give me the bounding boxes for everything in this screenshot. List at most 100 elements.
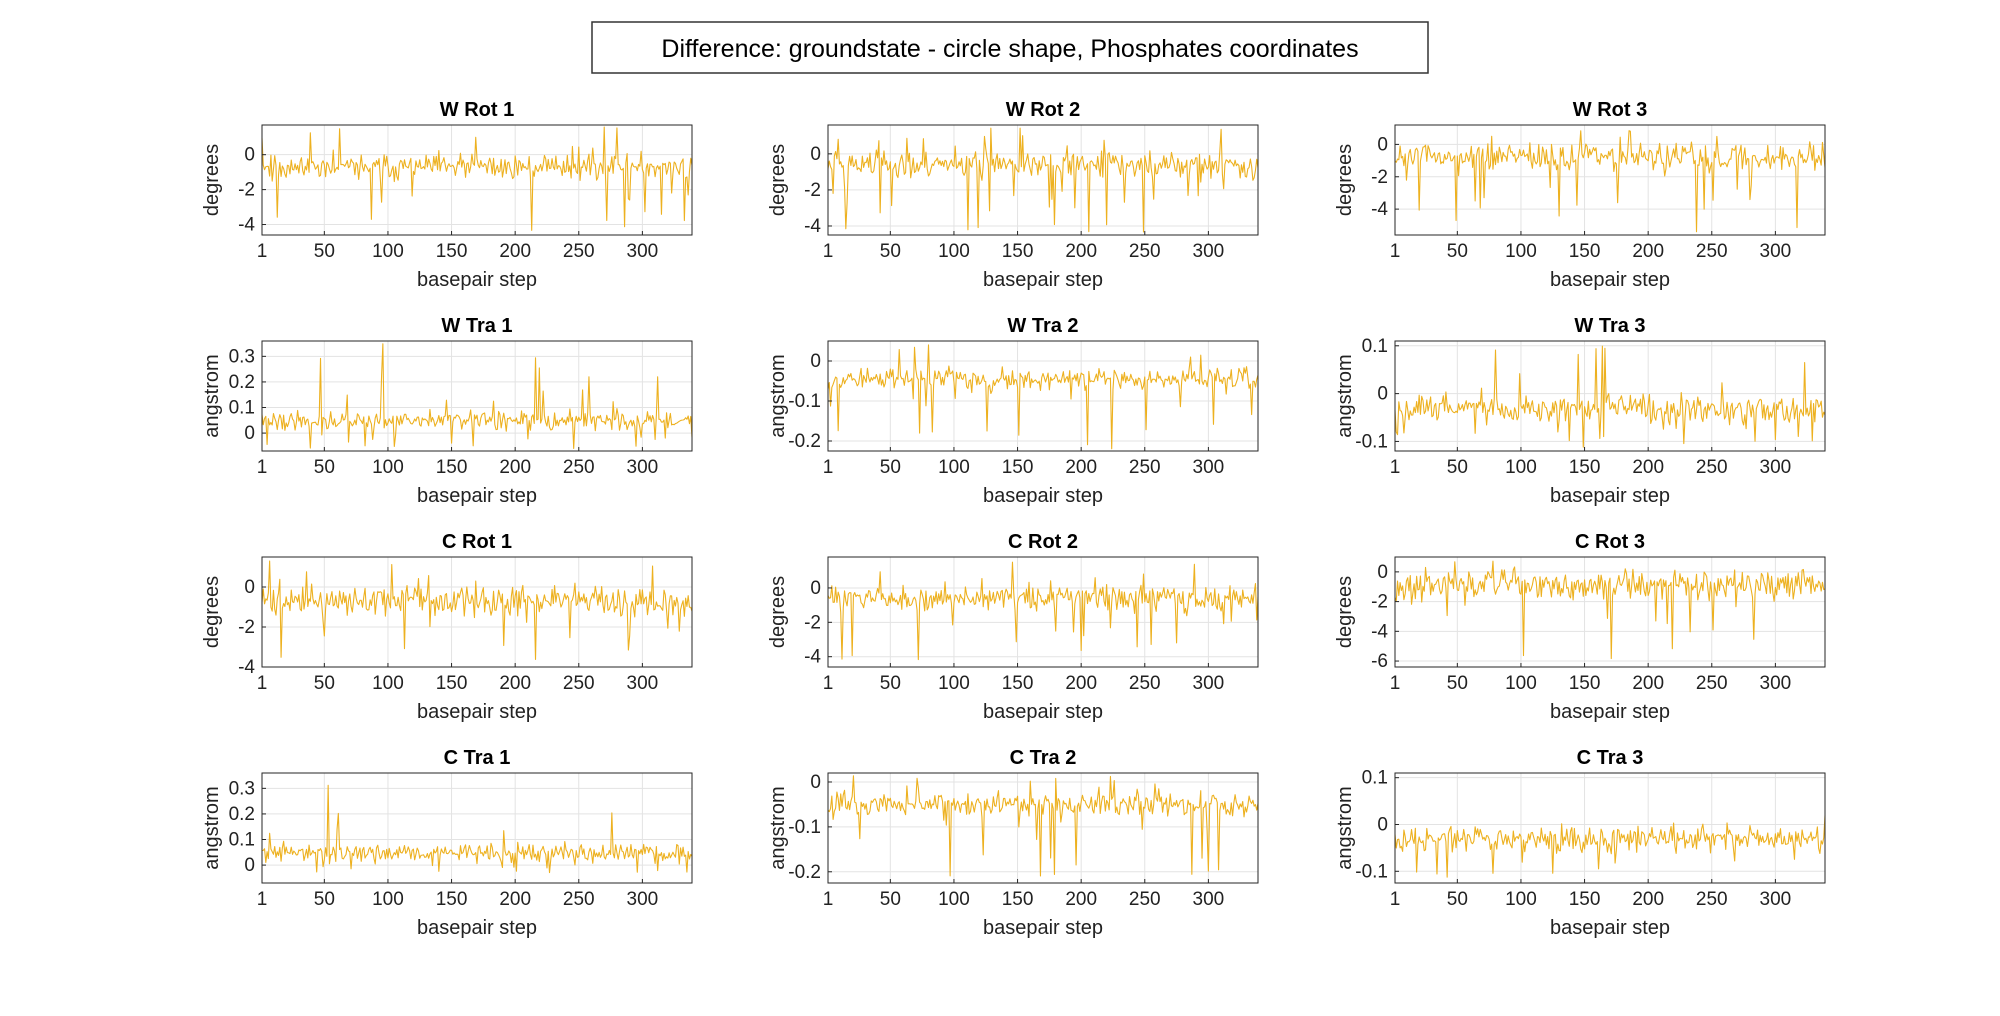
x-tick-label: 1: [1390, 241, 1401, 262]
series-line: [827, 775, 1259, 877]
x-tick-label: 150: [1002, 241, 1034, 262]
y-tick-label: 0: [1377, 562, 1388, 583]
x-tick-label: 1: [1390, 457, 1401, 478]
x-axis-label: basepair step: [1550, 701, 1670, 723]
y-tick-label: -4: [238, 657, 255, 678]
x-tick-label: 200: [1065, 241, 1097, 262]
subplot-title: C Tra 3: [1577, 747, 1644, 769]
series-line: [261, 343, 693, 449]
y-tick-label: 0: [810, 578, 821, 599]
y-axis-label: degrees: [201, 576, 223, 648]
x-tick-label: 100: [1505, 457, 1537, 478]
x-tick-label: 200: [499, 673, 531, 694]
plot-area: [1395, 341, 1825, 451]
x-axis-label: basepair step: [1550, 485, 1670, 507]
series-line: [827, 344, 1259, 450]
x-tick-label: 200: [1065, 673, 1097, 694]
y-tick-label: 0: [810, 772, 821, 793]
plot-area: [828, 125, 1258, 235]
y-tick-label: 0: [810, 144, 821, 165]
x-tick-label: 1: [823, 889, 834, 910]
y-axis-label: angstrom: [767, 786, 789, 869]
subplot-title: W Tra 2: [1007, 315, 1078, 337]
x-tick-label: 300: [1193, 673, 1225, 694]
x-tick-label: 200: [499, 889, 531, 910]
axes-frame: [1394, 556, 1826, 668]
y-tick-label: 0.1: [1362, 768, 1388, 789]
plot-area: [1395, 773, 1825, 883]
x-axis-label: basepair step: [417, 701, 537, 723]
y-axis-label: angstrom: [767, 354, 789, 437]
y-axis-label: degrees: [1334, 576, 1356, 648]
x-tick-label: 250: [1129, 457, 1161, 478]
x-tick-label: 50: [314, 673, 335, 694]
x-tick-label: 1: [257, 241, 268, 262]
x-tick-label: 1: [257, 889, 268, 910]
y-tick-label: -2: [1371, 592, 1388, 613]
x-tick-label: 300: [627, 457, 659, 478]
x-tick-label: 300: [1193, 241, 1225, 262]
x-tick-label: 100: [1505, 241, 1537, 262]
x-tick-label: 250: [1129, 673, 1161, 694]
y-tick-label: 0: [244, 145, 255, 166]
x-tick-label: 150: [1569, 457, 1601, 478]
y-axis-label: angstrom: [201, 786, 223, 869]
y-axis-label: angstrom: [1334, 786, 1356, 869]
y-tick-label: 0.2: [229, 372, 255, 393]
x-tick-label: 50: [1447, 889, 1468, 910]
series-line: [261, 560, 693, 660]
y-tick-label: 0.2: [229, 804, 255, 825]
y-axis-label: angstrom: [1334, 354, 1356, 437]
y-tick-label: -4: [804, 647, 821, 668]
x-axis-label: basepair step: [417, 917, 537, 939]
x-tick-label: 50: [314, 241, 335, 262]
y-axis-label: degrees: [1334, 144, 1356, 216]
x-axis-label: basepair step: [983, 917, 1103, 939]
x-tick-label: 150: [1569, 673, 1601, 694]
axes-frame: [261, 772, 693, 884]
x-tick-label: 300: [627, 241, 659, 262]
subplot-title: C Tra 2: [1010, 747, 1077, 769]
subplot-title: C Tra 1: [444, 747, 511, 769]
x-tick-label: 50: [1447, 673, 1468, 694]
plot-area: [828, 341, 1258, 451]
x-tick-label: 150: [1002, 457, 1034, 478]
subplot-title: W Tra 1: [441, 315, 512, 337]
axes-frame: [1394, 340, 1826, 452]
y-tick-label: 0: [244, 423, 255, 444]
subplot-title: W Tra 3: [1574, 315, 1645, 337]
x-tick-label: 300: [1760, 889, 1792, 910]
x-tick-label: 100: [938, 241, 970, 262]
x-tick-label: 1: [257, 457, 268, 478]
x-tick-label: 200: [499, 241, 531, 262]
y-tick-label: -2: [238, 617, 255, 638]
x-tick-label: 50: [1447, 457, 1468, 478]
x-axis-label: basepair step: [983, 269, 1103, 291]
y-tick-label: -4: [1371, 621, 1388, 642]
axes-frame: [1394, 124, 1826, 236]
x-tick-label: 100: [938, 457, 970, 478]
y-tick-label: 0: [244, 855, 255, 876]
x-tick-label: 200: [1632, 241, 1664, 262]
axes-frame: [827, 124, 1259, 236]
series-line: [261, 126, 693, 231]
series-line: [827, 561, 1259, 661]
x-tick-label: 250: [563, 457, 595, 478]
x-tick-label: 150: [1569, 889, 1601, 910]
x-tick-label: 50: [880, 889, 901, 910]
series-line: [261, 784, 693, 874]
x-axis-label: basepair step: [1550, 917, 1670, 939]
x-tick-label: 300: [1193, 889, 1225, 910]
x-tick-label: 250: [563, 889, 595, 910]
x-tick-label: 250: [563, 241, 595, 262]
axes-frame: [827, 340, 1259, 452]
x-tick-label: 150: [436, 673, 468, 694]
subplot-title: W Rot 3: [1573, 99, 1647, 121]
x-tick-label: 300: [1193, 457, 1225, 478]
x-tick-label: 300: [1760, 241, 1792, 262]
